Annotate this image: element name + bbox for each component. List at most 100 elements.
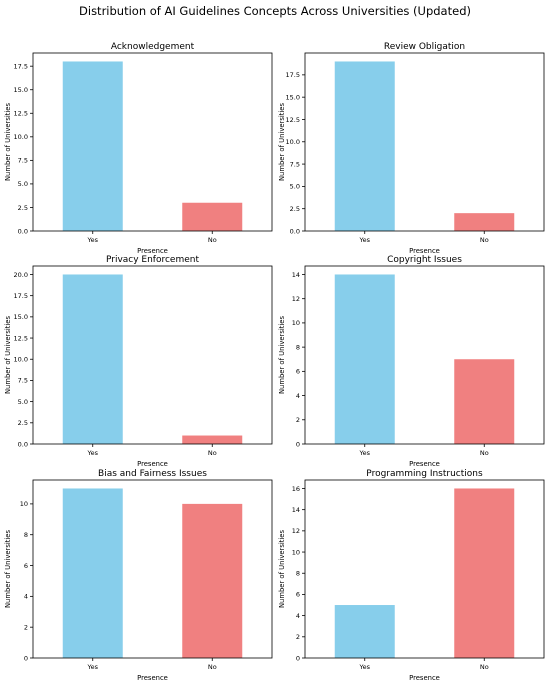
y-axis-label: Number of Universities — [4, 530, 12, 609]
y-tick-label: 2.5 — [18, 419, 28, 427]
x-tick-label: No — [480, 663, 489, 671]
subplot-title: Privacy Enforcement — [106, 255, 200, 265]
y-tick-label: 17.5 — [14, 62, 28, 70]
plot-frame — [32, 52, 273, 232]
y-tick-label: 15.0 — [14, 313, 28, 321]
x-tick-label: Yes — [87, 663, 99, 671]
y-axis-label: Number of Universities — [278, 103, 286, 182]
y-tick-label: 10.0 — [286, 138, 300, 146]
y-tick-label: 12 — [292, 295, 300, 303]
y-tick-label: 10 — [20, 500, 28, 508]
y-tick-label: 20.0 — [14, 271, 28, 279]
x-axis-label: Presence — [137, 247, 168, 255]
y-tick-label: 14 — [292, 271, 300, 279]
subplot-title: Programming Instructions — [366, 469, 483, 479]
y-tick-label: 10.0 — [14, 133, 28, 141]
y-tick-label: 0.0 — [290, 227, 300, 235]
plot-frame — [304, 265, 545, 445]
y-axis-label: Number of Universities — [4, 103, 12, 182]
bar-yes — [62, 274, 123, 444]
y-tick-label: 12.5 — [14, 334, 28, 342]
x-tick-label: No — [208, 663, 217, 671]
y-tick-label: 6 — [296, 591, 300, 599]
x-tick-label: No — [208, 449, 217, 457]
bar-yes — [62, 488, 123, 658]
y-tick-label: 7.5 — [18, 157, 28, 165]
y-tick-label: 0.0 — [18, 440, 28, 448]
y-tick-label: 0.0 — [18, 227, 28, 235]
y-tick-label: 15.0 — [286, 93, 300, 101]
subplot-3: Privacy Enforcement Yes No 0.0 2.5 5.0 7.5 10.0… — [4, 255, 273, 468]
plot-frame — [32, 265, 273, 445]
y-tick-label: 12.5 — [14, 110, 28, 118]
y-tick-label: 7.5 — [18, 377, 28, 385]
x-axis-label: Presence — [409, 247, 440, 255]
y-tick-label: 8 — [296, 570, 300, 578]
x-tick-label: Yes — [87, 236, 99, 244]
bar-no — [182, 435, 243, 444]
y-tick-label: 12.5 — [286, 116, 300, 124]
x-tick-label: Yes — [359, 236, 371, 244]
y-tick-label: 0 — [24, 654, 28, 662]
y-tick-label: 0 — [296, 654, 300, 662]
figure-title: Distribution of AI Guidelines Concepts A… — [79, 4, 471, 18]
x-axis-label: Presence — [137, 674, 168, 682]
y-tick-label: 2.5 — [290, 205, 300, 213]
bar-no — [454, 213, 515, 231]
bar-yes — [334, 274, 395, 444]
subplot-title: Review Obligation — [384, 42, 465, 52]
y-tick-label: 2.5 — [18, 204, 28, 212]
y-tick-label: 10 — [292, 548, 300, 556]
y-tick-label: 2 — [24, 623, 28, 631]
x-axis-label: Presence — [409, 674, 440, 682]
subplot-title: Copyright Issues — [387, 255, 462, 265]
x-tick-label: No — [480, 449, 489, 457]
y-tick-label: 14 — [292, 506, 300, 514]
y-tick-label: 5.0 — [18, 180, 28, 188]
bar-no — [454, 359, 515, 444]
bar-yes — [334, 61, 395, 231]
bar-no — [182, 503, 243, 658]
y-tick-label: 8 — [24, 531, 28, 539]
subplot-title: Acknowledgement — [111, 42, 195, 52]
subplot-title: Bias and Fairness Issues — [98, 469, 207, 479]
y-tick-label: 15.0 — [14, 86, 28, 94]
y-axis-label: Number of Universities — [4, 316, 12, 395]
plot-frame — [32, 479, 273, 659]
y-tick-label: 17.5 — [286, 71, 300, 79]
x-axis-label: Presence — [137, 460, 168, 468]
y-tick-label: 2 — [296, 416, 300, 424]
subplot-5: Bias and Fairness Issues Yes No 0 2 4 6 8 10 Pres… — [4, 469, 273, 682]
y-tick-label: 10.0 — [14, 356, 28, 364]
y-tick-label: 12 — [292, 527, 300, 535]
y-tick-label: 4 — [24, 593, 28, 601]
y-tick-label: 17.5 — [14, 292, 28, 300]
bar-yes — [334, 605, 395, 658]
y-tick-label: 8 — [296, 343, 300, 351]
x-tick-label: Yes — [87, 449, 99, 457]
plot-frame — [304, 479, 545, 659]
subplot-1: Acknowledgement Yes No 0.0 2.5 5.0 7.5 10.0 12.5… — [4, 42, 273, 255]
x-tick-label: Yes — [359, 663, 371, 671]
y-tick-label: 6 — [296, 368, 300, 376]
y-tick-label: 0 — [296, 440, 300, 448]
y-tick-label: 4 — [296, 392, 300, 400]
y-axis-label: Number of Universities — [278, 316, 286, 395]
plot-frame — [304, 52, 545, 232]
y-axis-label: Number of Universities — [278, 530, 286, 609]
y-tick-label: 10 — [292, 319, 300, 327]
bar-no — [454, 488, 515, 658]
y-tick-label: 6 — [24, 562, 28, 570]
subplot-4: Copyright Issues Yes No 0 2 4 6 8 10 12 14 Presence… — [278, 255, 545, 468]
x-tick-label: Yes — [359, 449, 371, 457]
x-axis-label: Presence — [409, 460, 440, 468]
y-tick-label: 2 — [296, 633, 300, 641]
y-tick-label: 5.0 — [290, 183, 300, 191]
y-tick-label: 4 — [296, 612, 300, 620]
bar-yes — [62, 61, 123, 231]
y-tick-label: 16 — [292, 485, 300, 493]
bar-no — [182, 202, 243, 231]
x-tick-label: No — [480, 236, 489, 244]
y-tick-label: 7.5 — [290, 160, 300, 168]
